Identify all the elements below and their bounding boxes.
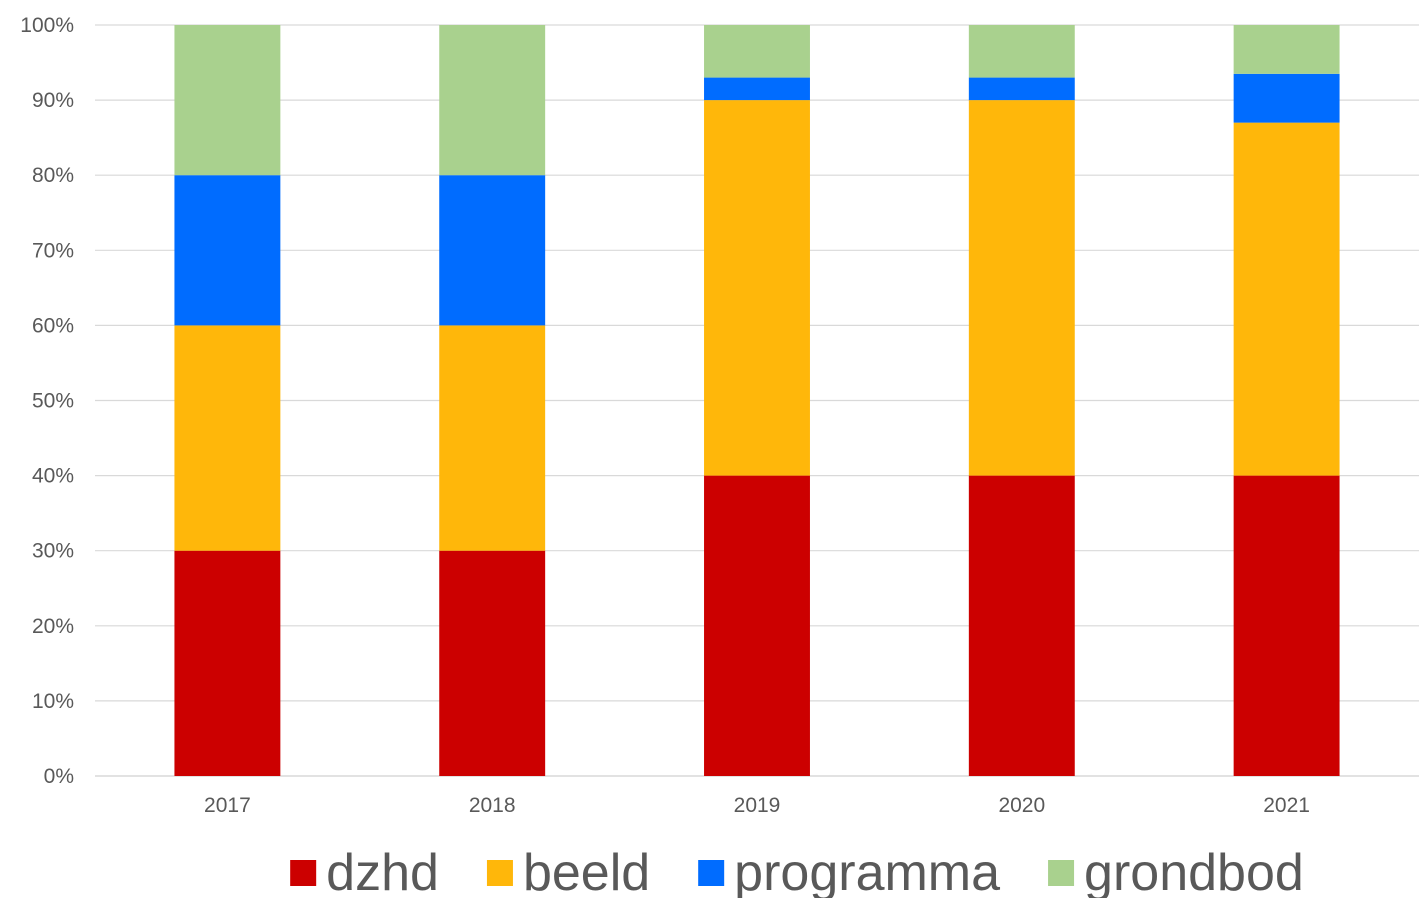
bar-programma-2018 — [439, 175, 546, 326]
bar-grondbod-2017 — [174, 25, 281, 176]
bar-beeld-2020 — [968, 100, 1075, 476]
x-tick-label: 2019 — [734, 794, 781, 817]
x-axis-tick-labels: 2017 2018 2019 2020 2021 — [204, 794, 1310, 817]
x-tick-label: 2020 — [998, 794, 1045, 817]
x-tick-label: 2017 — [204, 794, 251, 817]
legend-swatch-programma — [698, 860, 725, 886]
y-tick-label: 90% — [32, 89, 74, 112]
bar-dzhd-2021 — [1233, 475, 1340, 776]
bar-programma-2021 — [1233, 73, 1340, 123]
legend: dzhd beeld programma grondbod — [290, 844, 1304, 898]
bar-dzhd-2018 — [439, 550, 546, 776]
bar-dzhd-2017 — [174, 550, 281, 776]
bar-beeld-2017 — [174, 325, 281, 551]
bar-beeld-2018 — [439, 325, 546, 551]
legend-label-grondbod: grondbod — [1084, 844, 1304, 898]
y-tick-label: 20% — [32, 615, 74, 638]
legend-swatch-beeld — [486, 860, 513, 886]
bar-dzhd-2019 — [704, 475, 810, 776]
bar-grondbod-2020 — [968, 25, 1075, 78]
legend-label-programma: programma — [734, 844, 1000, 898]
y-tick-label: 100% — [20, 14, 74, 37]
y-tick-label: 50% — [32, 390, 74, 413]
bar-grondbod-2018 — [439, 25, 546, 176]
y-tick-label: 60% — [32, 314, 74, 337]
bar-beeld-2019 — [704, 100, 810, 476]
legend-label-beeld: beeld — [523, 844, 650, 898]
bar-grondbod-2021 — [1233, 25, 1340, 74]
y-tick-label: 40% — [32, 465, 74, 488]
legend-swatch-dzhd — [290, 860, 317, 886]
x-tick-label: 2021 — [1263, 794, 1310, 817]
y-axis-tick-labels: 0% 10% 20% 30% 40% 50% 60% 70% 80% 90% 100% — [20, 14, 74, 788]
bar-grondbod-2019 — [704, 25, 810, 78]
y-tick-label: 30% — [32, 540, 74, 563]
legend-swatch-grondbod — [1048, 860, 1075, 886]
bar-programma-2020 — [968, 77, 1075, 101]
x-tick-label: 2018 — [469, 794, 516, 817]
bar-programma-2017 — [174, 175, 281, 326]
bar-beeld-2021 — [1233, 122, 1340, 476]
bar-programma-2019 — [704, 77, 810, 101]
y-tick-label: 10% — [32, 690, 74, 713]
y-tick-label: 70% — [32, 239, 74, 262]
bar-dzhd-2020 — [968, 475, 1075, 776]
legend-label-dzhd: dzhd — [326, 844, 439, 898]
bars — [174, 25, 1340, 776]
y-tick-label: 80% — [32, 164, 74, 187]
y-tick-label: 0% — [44, 765, 74, 788]
